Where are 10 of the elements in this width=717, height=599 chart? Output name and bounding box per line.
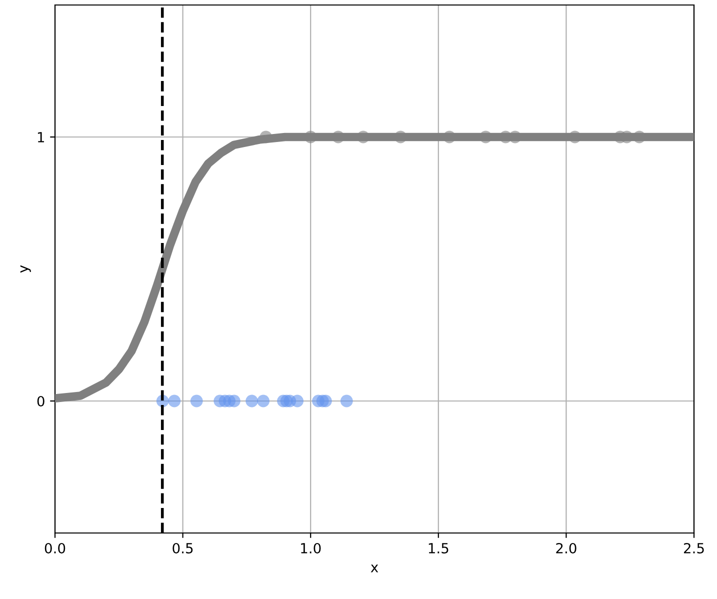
x-tick-label: 0.0: [44, 542, 66, 554]
x-tick-label: 2.0: [556, 542, 576, 554]
x-tick-label: 0.5: [172, 542, 193, 554]
y-tick-label: 0: [37, 396, 44, 406]
y-axis-title: y: [20, 265, 31, 273]
y-tick-label: 1: [38, 132, 44, 142]
x-tick-label: 1.0: [301, 542, 321, 554]
x-tick-label: 2.5: [684, 542, 704, 554]
x-axis-title: x: [370, 564, 378, 572]
x-tick-label: 1.5: [428, 543, 448, 554]
